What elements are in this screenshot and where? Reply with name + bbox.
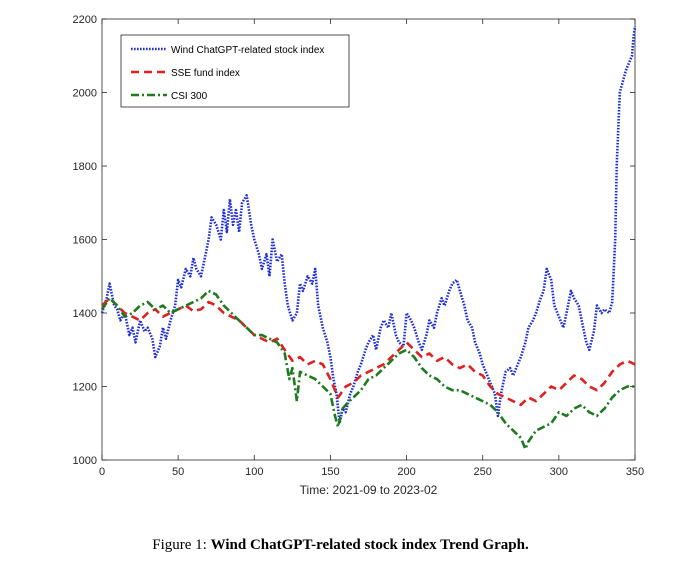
x-tick-label: 250	[474, 466, 492, 478]
series-line-3	[100, 289, 635, 451]
trend-chart: 0 50 100 150 200 250 300 350 1000 1200 1400 1600 180…	[73, 14, 645, 497]
x-axis-label: Time: 2021-09 to 2023-02	[300, 483, 438, 497]
x-tick-label: 300	[550, 466, 568, 478]
y-tick-label: 1200	[73, 382, 97, 394]
series-line-1	[100, 26, 637, 425]
x-tick-label: 200	[397, 466, 415, 478]
caption-title: Wind ChatGPT-related stock index Trend G…	[210, 537, 529, 553]
x-tick-label: 150	[321, 466, 339, 478]
y-tick-label: 1400	[73, 308, 97, 320]
y-tick-label: 1600	[73, 235, 97, 247]
x-tick-label: 100	[245, 466, 263, 478]
y-tick-label: 1800	[73, 161, 97, 173]
x-tick-label: 50	[172, 466, 184, 478]
legend-entry-label: CSI 300	[171, 91, 208, 102]
axes: 0 50 100 150 200 250 300 350 1000 1200 1400 1600 180…	[73, 14, 645, 478]
y-tick-label: 2200	[73, 14, 97, 26]
legend-entry-label: Wind ChatGPT-related stock index	[171, 45, 324, 56]
y-tick-label: 2000	[73, 88, 97, 100]
x-tick-label: 350	[626, 466, 644, 478]
caption-prefix: Figure 1:	[152, 537, 207, 553]
legend: Wind ChatGPT-related stock index SSE fund…	[120, 34, 350, 108]
x-tick-label: 0	[99, 466, 105, 478]
series-lines	[100, 26, 637, 451]
legend-entry-label: SSE fund index	[171, 68, 240, 79]
figure-caption: Figure 1: Wind ChatGPT-related stock ind…	[0, 537, 681, 554]
y-tick-label: 1000	[73, 455, 97, 467]
series-line-2	[101, 297, 636, 407]
